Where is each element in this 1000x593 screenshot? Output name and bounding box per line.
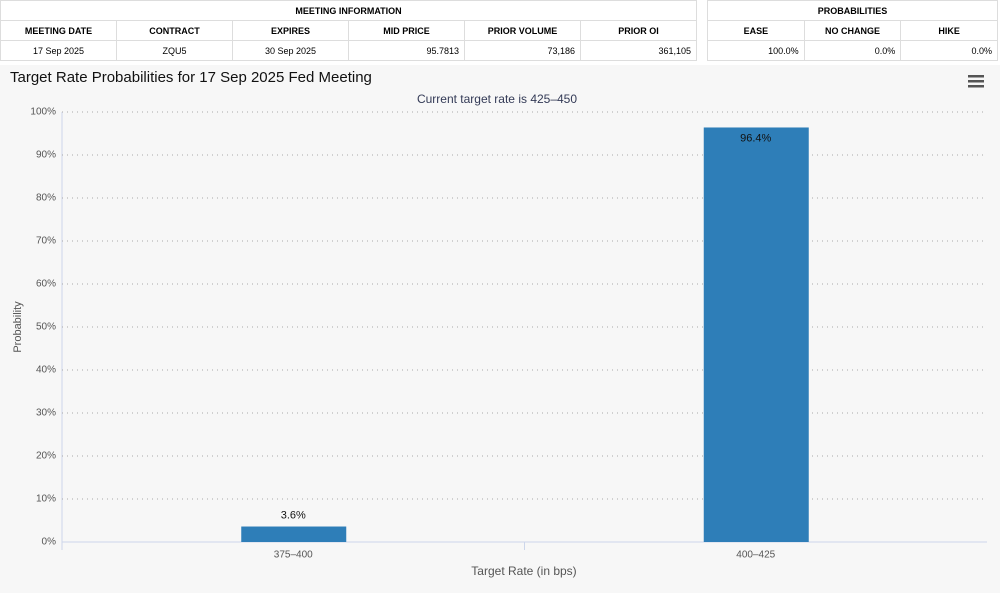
- table-cell: 95.7813: [348, 40, 465, 61]
- y-tick-label: 80%: [36, 193, 56, 204]
- column-header: CONTRACT: [116, 20, 233, 41]
- bar: [703, 127, 809, 543]
- table-cell: 0.0%: [900, 40, 998, 61]
- column-header: HIKE: [900, 20, 998, 41]
- table-cell: ZQU5: [116, 40, 233, 61]
- y-tick-label: 70%: [36, 236, 56, 247]
- column-header: PRIOR VOLUME: [464, 20, 581, 41]
- column-header: EXPIRES: [232, 20, 349, 41]
- table-title: PROBABILITIES: [707, 0, 998, 21]
- bar: [241, 526, 347, 542]
- table-cell: 361,105: [580, 40, 697, 61]
- y-tick-label: 60%: [36, 279, 56, 290]
- y-tick-label: 40%: [36, 365, 56, 376]
- column-header: MEETING DATE: [0, 20, 117, 41]
- column-header: MID PRICE: [348, 20, 465, 41]
- data-label: 96.4%: [740, 132, 771, 144]
- column-header: PRIOR OI: [580, 20, 697, 41]
- table-cell: 30 Sep 2025: [232, 40, 349, 61]
- column-header: EASE: [707, 20, 805, 41]
- y-axis-label: Probability: [12, 301, 24, 353]
- table-title: MEETING INFORMATION: [0, 0, 697, 21]
- table-cell: 73,186: [464, 40, 581, 61]
- y-tick-label: 20%: [36, 451, 56, 462]
- y-tick-label: 90%: [36, 150, 56, 161]
- probabilities-table: PROBABILITIES EASE NO CHANGE HIKE 100.0% 0.0%…: [707, 0, 998, 61]
- x-tick-label: 400–425: [736, 550, 775, 561]
- menu-button[interactable]: [968, 75, 984, 88]
- y-tick-label: 10%: [36, 494, 56, 505]
- data-label: 3.6%: [281, 509, 306, 521]
- table-cell: 100.0%: [707, 40, 805, 61]
- y-tick-label: 50%: [36, 322, 56, 333]
- x-axis-label: Target Rate (in bps): [471, 564, 576, 578]
- table-cell: 0.0%: [803, 40, 902, 61]
- chart-background: [0, 65, 1000, 593]
- meeting-table: MEETING INFORMATION MEETING DATE CONTRACT E…: [0, 0, 697, 61]
- column-header: NO CHANGE: [803, 20, 902, 41]
- chart-subtitle: Current target rate is 425–450: [417, 92, 577, 106]
- y-tick-label: 0%: [42, 537, 57, 548]
- chart: Target Rate Probabilities for 17 Sep 202…: [0, 65, 1000, 593]
- table-cell: 17 Sep 2025: [0, 40, 117, 61]
- y-tick-label: 30%: [36, 408, 56, 419]
- y-tick-label: 100%: [30, 107, 56, 118]
- x-tick-label: 375–400: [274, 550, 313, 561]
- chart-title: Target Rate Probabilities for 17 Sep 202…: [10, 69, 372, 86]
